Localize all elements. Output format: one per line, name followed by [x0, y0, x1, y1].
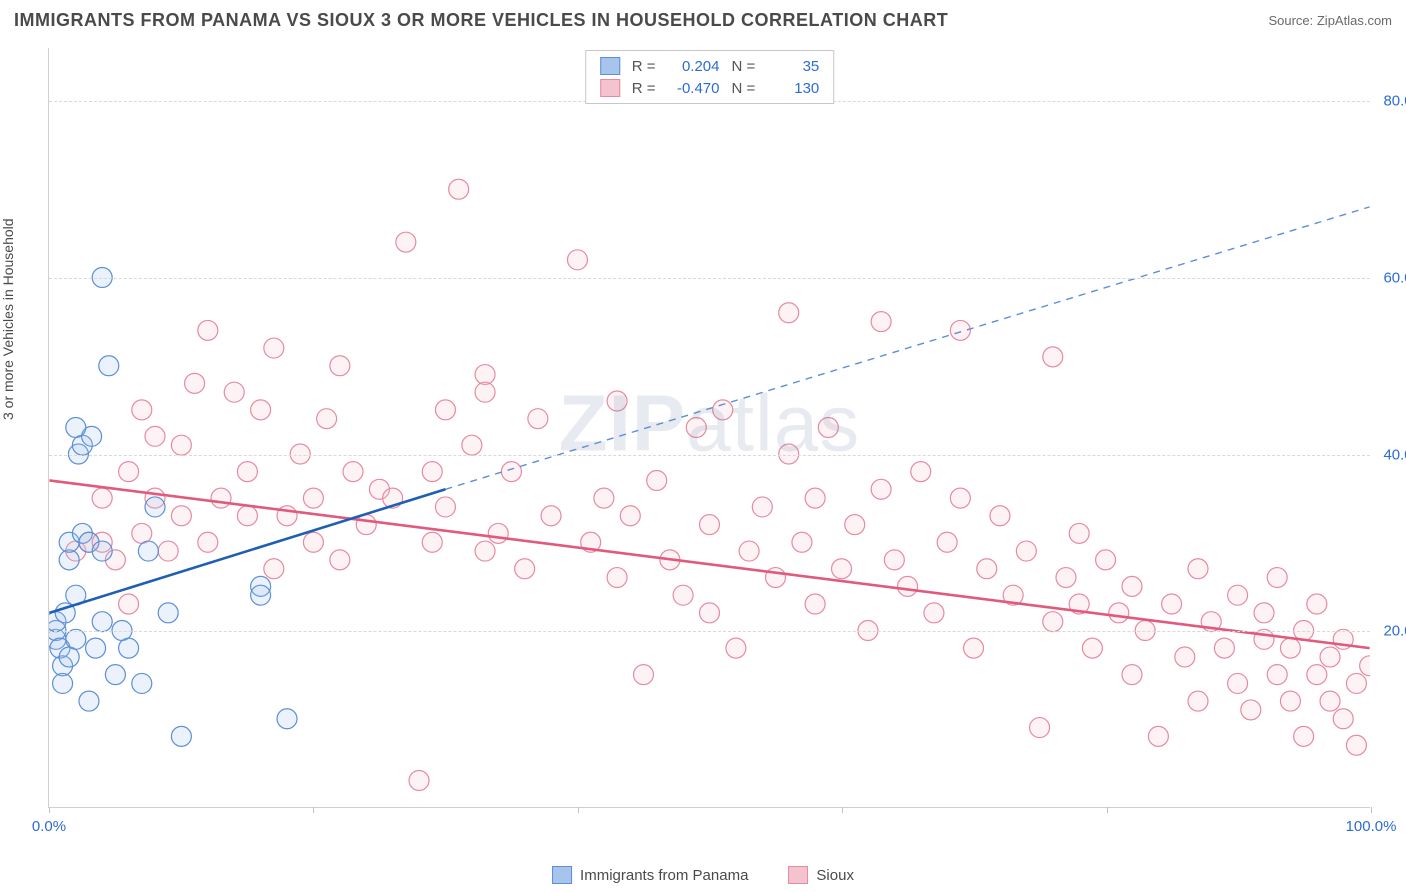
- legend-item-sioux: Sioux: [788, 866, 854, 884]
- chart-title: IMMIGRANTS FROM PANAMA VS SIOUX 3 OR MOR…: [14, 10, 948, 31]
- chart-plot-area: ZIPatlas R = 0.204 N = 35 R = -0.470 N =…: [48, 48, 1370, 808]
- stats-row-panama: R = 0.204 N = 35: [600, 55, 820, 77]
- x-tick-label: 0.0%: [32, 818, 66, 835]
- source-attribution: Source: ZipAtlas.com: [1268, 13, 1392, 28]
- correlation-stats-box: R = 0.204 N = 35 R = -0.470 N = 130: [585, 50, 835, 104]
- r-value-sioux: -0.470: [668, 80, 720, 97]
- x-tick-label: 100.0%: [1346, 818, 1397, 835]
- swatch-panama: [552, 866, 572, 884]
- n-value-sioux: 130: [767, 80, 819, 97]
- y-tick-label: 20.0%: [1383, 623, 1406, 640]
- scatter-svg: [49, 48, 1370, 807]
- n-label: N =: [732, 80, 756, 97]
- legend-label-panama: Immigrants from Panama: [580, 867, 748, 884]
- r-label: R =: [632, 80, 656, 97]
- swatch-sioux: [600, 79, 620, 97]
- bottom-legend: Immigrants from Panama Sioux: [552, 866, 854, 884]
- legend-label-sioux: Sioux: [816, 867, 854, 884]
- y-tick-label: 40.0%: [1383, 446, 1406, 463]
- legend-item-panama: Immigrants from Panama: [552, 866, 748, 884]
- r-value-panama: 0.204: [668, 58, 720, 75]
- stats-row-sioux: R = -0.470 N = 130: [600, 77, 820, 99]
- swatch-sioux: [788, 866, 808, 884]
- n-label: N =: [732, 58, 756, 75]
- y-tick-label: 60.0%: [1383, 269, 1406, 286]
- y-tick-label: 80.0%: [1383, 93, 1406, 110]
- r-label: R =: [632, 58, 656, 75]
- swatch-panama: [600, 57, 620, 75]
- n-value-panama: 35: [767, 58, 819, 75]
- y-axis-label: 3 or more Vehicles in Household: [0, 218, 16, 420]
